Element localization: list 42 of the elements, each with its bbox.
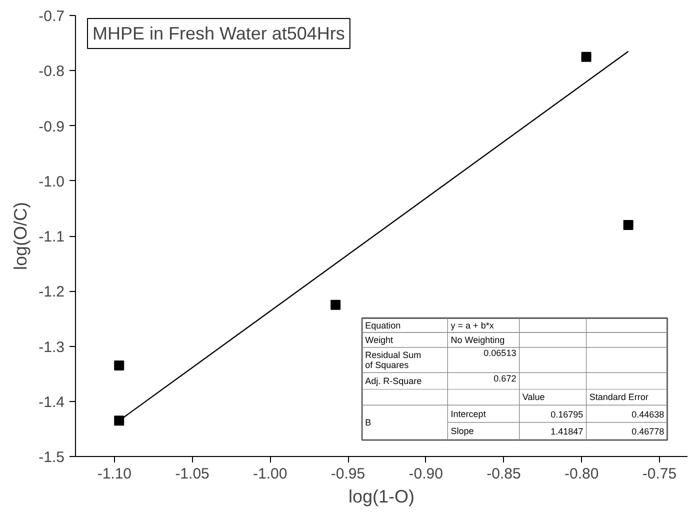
y-tick-label: -1.1 <box>38 228 65 246</box>
y-tick-label: -1.3 <box>38 338 65 356</box>
y-tick-label: -0.8 <box>38 63 65 80</box>
point <box>581 52 592 62</box>
y-tick-label: -1.0 <box>38 173 65 190</box>
annotation: 0.44638 <box>632 409 664 420</box>
annotation: Slope <box>450 426 474 436</box>
point <box>623 220 634 230</box>
x-tick-label: -1.00 <box>253 466 288 482</box>
annotation: Residual Sum of Squares <box>365 350 422 370</box>
x-tick-label: -1.05 <box>175 466 210 482</box>
annotation: Adj. R-Square <box>365 376 422 386</box>
annotation: y = a + b*x <box>450 320 494 330</box>
point <box>114 360 124 371</box>
point <box>330 300 341 310</box>
text: MHPE in Fresh Water at504Hrs <box>92 24 345 44</box>
x-tick-label: -1.10 <box>97 466 132 482</box>
y-tick-label: -1.2 <box>38 284 65 301</box>
annotation: B <box>365 418 372 428</box>
y-axis-title: log(O/C) <box>10 202 31 270</box>
annotation: Standard Error <box>589 392 648 402</box>
annotation: Value <box>522 392 545 402</box>
x-tick-label: -0.95 <box>330 466 366 482</box>
x-tick-label: -0.75 <box>642 466 677 482</box>
annotation: 0.672 <box>494 373 516 384</box>
x-axis-title: log(1-O) <box>348 486 415 506</box>
y-tick-label: -0.7 <box>38 8 65 25</box>
x-tick-label: -0.80 <box>564 466 599 482</box>
y-tick-label: -1.5 <box>38 449 65 466</box>
annotation: 0.16795 <box>550 409 584 420</box>
point <box>114 416 124 426</box>
annotation: 0.06513 <box>484 348 516 358</box>
y-tick-label: -0.9 <box>38 118 65 136</box>
annotation: Intercept <box>450 408 486 419</box>
annotation: 1.41847 <box>550 426 584 437</box>
annotation: No Weighting <box>450 334 505 345</box>
annotation: Equation <box>365 320 401 330</box>
annotation: 0.46778 <box>632 426 664 437</box>
annotation: Weight <box>365 334 394 345</box>
x-tick-label: -0.90 <box>408 466 443 482</box>
y-tick-label: -1.4 <box>38 394 65 411</box>
x-tick-label: -0.85 <box>486 466 521 482</box>
